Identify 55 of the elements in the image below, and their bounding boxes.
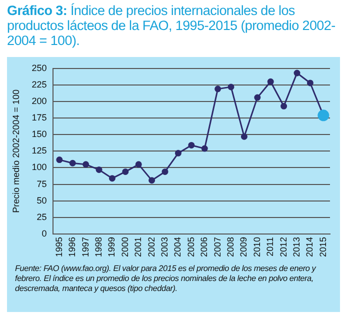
x-tick-label: 1997: [80, 236, 90, 258]
point: [254, 94, 261, 101]
y-tick-label: 125: [32, 146, 47, 156]
x-tick-label: 2008: [225, 236, 236, 258]
point: [294, 70, 300, 76]
point: [306, 80, 314, 86]
x-tick-label: 2013: [291, 236, 302, 258]
point: [174, 150, 182, 156]
y-tick-label: 200: [32, 96, 47, 106]
x-tick-label: 2010: [252, 236, 262, 258]
x-tick-label: 2005: [186, 236, 196, 258]
point: [82, 161, 90, 168]
x-tick-label: 2011: [265, 236, 276, 256]
x-tick-label: 2014: [304, 236, 315, 258]
point: [188, 142, 195, 148]
point: [69, 160, 76, 166]
y-tick-label: 250: [32, 62, 47, 73]
point: [135, 161, 142, 168]
y-tick-label: 50: [36, 195, 47, 206]
y-tick-label: 75: [36, 178, 47, 189]
x-tick-label: 2006: [199, 236, 210, 258]
x-tick-label: 2012: [278, 236, 288, 258]
y-tick-label: 0: [42, 228, 47, 238]
point: [228, 84, 234, 90]
x-tick-label: 1996: [67, 236, 78, 258]
point: [96, 166, 102, 173]
point: [56, 156, 63, 164]
point: [108, 175, 116, 182]
y-tick-label: 150: [32, 129, 47, 140]
y-tick-label: 25: [36, 212, 47, 222]
x-tick-label: 1998: [94, 236, 104, 258]
x-tick-label: 2003: [159, 236, 170, 258]
x-tick-label: 2004: [172, 236, 183, 258]
x-tick-label: 2001: [133, 236, 144, 258]
x-tick-label: 2000: [120, 236, 130, 258]
point: [214, 86, 222, 92]
y-tick-label: 225: [32, 79, 47, 90]
y-tick-label: 175: [32, 112, 47, 123]
point: [240, 133, 248, 140]
x-tick-label: 2009: [238, 236, 249, 258]
point: [148, 177, 156, 184]
chart-title: Gráfico 3: Índice de precios internacionales de los productos lácteos de la FAO, 1995-2015 (promedio 2002-2004 = 100).: [7, 3, 336, 48]
point: [162, 168, 168, 175]
y-tick-label: 100: [32, 162, 47, 172]
x-tick-label: 1999: [106, 236, 117, 258]
point: [280, 102, 288, 110]
y-axis-title: Precio medio 2002-2004 = 100: [10, 90, 21, 213]
x-tick-label: 2002: [146, 236, 156, 258]
point: [122, 168, 129, 175]
point: [267, 78, 274, 85]
point: [201, 145, 208, 152]
x-tick-label: 2015: [318, 236, 328, 258]
source-note: Fuente: FAO (www.fao.org). El valor para 2015 es el promedio de los meses de enero y febrero. El índice es un promedio de los precios nominales de la leche en polvo entera, descremada, manteca y quesos (tipo cheddar).: [15, 264, 318, 294]
x-tick-label: 1995: [54, 236, 64, 258]
x-tick-label: 2007: [212, 236, 222, 258]
